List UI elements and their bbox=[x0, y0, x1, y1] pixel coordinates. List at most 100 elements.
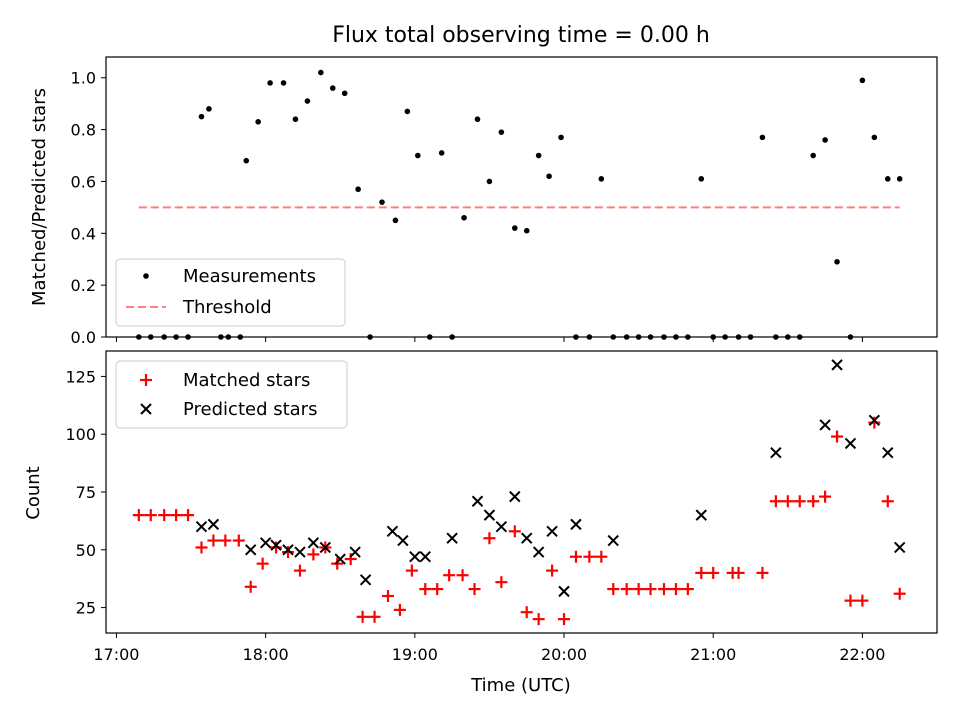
bottom-y-tick-label: 75 bbox=[76, 483, 96, 502]
matched-star-point bbox=[331, 557, 344, 570]
predicted-star-point bbox=[270, 539, 282, 551]
predicted-star-point bbox=[397, 534, 409, 547]
matched-star-point bbox=[132, 509, 145, 522]
predicted-star-point bbox=[294, 546, 306, 558]
matched-star-point bbox=[819, 490, 832, 503]
predicted-star-point bbox=[607, 534, 619, 547]
matched-star-point bbox=[443, 569, 456, 582]
measurement-point bbox=[884, 176, 891, 182]
predicted-star-point bbox=[483, 509, 496, 521]
bottom-x-tick-label: 17:00 bbox=[93, 645, 139, 664]
measurement-point bbox=[267, 80, 273, 86]
matched-star-point bbox=[170, 509, 183, 522]
matched-star-point bbox=[595, 550, 608, 563]
predicted-star-point bbox=[419, 551, 431, 563]
matched-star-point bbox=[732, 566, 745, 579]
predicted-star-point bbox=[307, 537, 320, 549]
matched-star-point bbox=[881, 495, 894, 508]
predicted-star-point bbox=[259, 537, 272, 549]
measurement-point bbox=[198, 113, 205, 120]
bottom-x-tick-label: 21:00 bbox=[690, 645, 736, 664]
matched-star-point bbox=[632, 583, 645, 596]
matched-star-point bbox=[569, 550, 582, 563]
matched-star-point bbox=[232, 534, 245, 547]
matched-star-point bbox=[620, 583, 633, 596]
predicted-star-point bbox=[349, 546, 361, 558]
measurement-point bbox=[415, 152, 421, 159]
measurement-point bbox=[280, 80, 287, 86]
bottom-y-tick-label: 100 bbox=[65, 425, 96, 444]
matched-star-point bbox=[781, 495, 794, 508]
measurement-point bbox=[329, 85, 336, 91]
predicted-star-point bbox=[446, 532, 458, 544]
matched-star-point bbox=[644, 583, 657, 596]
predicted-star-point bbox=[195, 520, 208, 533]
matched-star-point bbox=[256, 557, 269, 570]
matched-star-point bbox=[468, 583, 481, 596]
predicted-star-point bbox=[409, 551, 421, 563]
matched-star-point bbox=[532, 613, 545, 626]
predicted-star-point bbox=[319, 541, 332, 554]
predicted-star-point bbox=[334, 553, 346, 565]
matched-star-point bbox=[307, 548, 320, 561]
matched-star-point bbox=[431, 583, 444, 596]
matched-star-point bbox=[546, 564, 559, 577]
bottom-legend-frame bbox=[115, 360, 348, 429]
matched-star-point bbox=[583, 550, 596, 563]
predicted-star-point bbox=[770, 446, 782, 459]
matched-star-point bbox=[270, 541, 283, 554]
matched-star-point bbox=[393, 603, 406, 616]
measurement-point bbox=[304, 98, 311, 104]
predicted-star-point bbox=[532, 546, 545, 558]
measurement-point bbox=[379, 199, 385, 205]
measurement-point bbox=[871, 134, 878, 141]
matched-star-point bbox=[158, 509, 171, 522]
matched-star-point bbox=[508, 525, 521, 538]
top-y-tick-label: 1.0 bbox=[71, 69, 96, 88]
bottom-panel: 17:00 18:00 19:00 20:00 21:00 22:00 25 50 75 100 1… bbox=[23, 350, 938, 696]
measurement-point bbox=[598, 176, 605, 182]
bottom-legend: Matched stars Predicted stars bbox=[115, 360, 348, 429]
matched-star-point bbox=[495, 576, 508, 589]
predicted-star-point bbox=[695, 509, 707, 521]
measurement-point bbox=[896, 176, 903, 182]
measurement-point bbox=[535, 152, 542, 159]
measurement-point bbox=[698, 176, 705, 182]
legend-matched-label: Matched stars bbox=[183, 370, 310, 391]
measurement-point bbox=[292, 116, 299, 123]
predicted-star-point bbox=[882, 446, 894, 459]
measurement-point bbox=[486, 178, 493, 185]
matched-star-point bbox=[456, 569, 469, 582]
predicted-star-point bbox=[509, 490, 521, 503]
measurement-point bbox=[810, 152, 816, 159]
measurement-point bbox=[341, 90, 348, 97]
bottom-y-tick-label: 25 bbox=[76, 599, 96, 618]
matched-star-point bbox=[893, 587, 906, 600]
measurement-point bbox=[834, 259, 840, 265]
measurement-point bbox=[355, 186, 361, 193]
predicted-star-point bbox=[558, 585, 570, 598]
predicted-star-point bbox=[546, 525, 558, 538]
x-axis-label: Time (UTC) bbox=[470, 675, 571, 696]
top-y-tick-label: 0.6 bbox=[71, 172, 96, 191]
measurement-point bbox=[461, 214, 467, 221]
top-legend: Measurements Threshold bbox=[115, 258, 346, 327]
matched-star-point bbox=[419, 583, 432, 596]
matched-star-point bbox=[756, 566, 769, 579]
matched-star-point bbox=[831, 430, 844, 443]
measurement-point bbox=[523, 227, 530, 234]
measurement-point bbox=[759, 134, 766, 141]
predicted-star-point bbox=[868, 414, 881, 427]
matched-star-point bbox=[868, 416, 881, 429]
matched-star-point bbox=[483, 532, 496, 545]
legend-measurements-marker bbox=[143, 273, 149, 279]
measurement-point bbox=[558, 134, 564, 141]
chart-title: Flux total observing time = 0.00 h bbox=[332, 23, 710, 48]
top-y-tick-label: 0.4 bbox=[71, 224, 96, 243]
predicted-star-point bbox=[245, 544, 257, 556]
matched-star-point bbox=[769, 495, 782, 508]
matched-star-point bbox=[293, 564, 306, 577]
matched-star-point bbox=[282, 546, 295, 559]
matched-star-point bbox=[344, 553, 357, 566]
